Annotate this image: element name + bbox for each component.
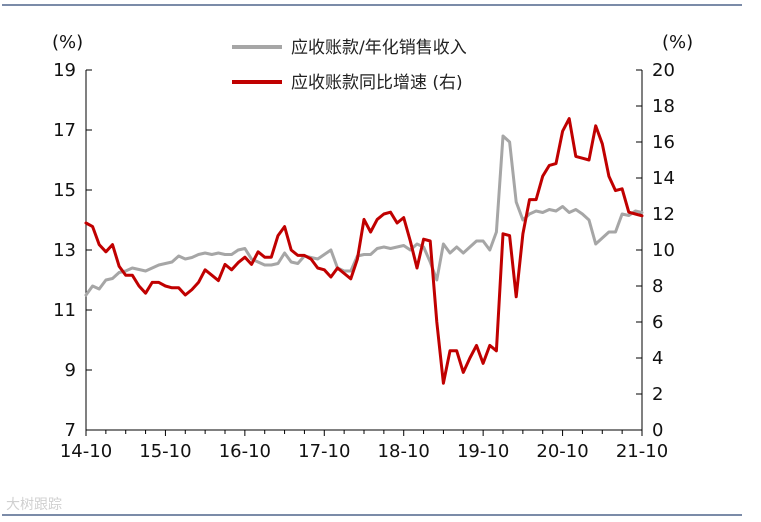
right-tick-label: 14	[652, 168, 675, 189]
legend-label-series1: 应收账款/年化销售收入	[291, 38, 467, 58]
left-tick-label: 19	[53, 60, 76, 81]
x-tick-label: 17-10	[298, 441, 350, 462]
x-tick-label: 16-10	[219, 441, 271, 462]
right-tick-label: 20	[652, 60, 675, 81]
left-tick-label: 7	[65, 420, 76, 441]
left-tick-label: 15	[53, 180, 76, 201]
watermark: 大树跟踪	[6, 497, 62, 513]
right-tick-label: 0	[652, 420, 663, 441]
left-tick-label: 13	[53, 240, 76, 261]
right-tick-label: 6	[652, 312, 663, 333]
top-divider	[2, 4, 742, 6]
axes-group: 7 9 11 13 15 17 19 0 2 4 6 8 10 12 14 16 18 20 14-10 15-10 1…	[53, 60, 675, 462]
legend-label-series2: 应收账款同比增速 (右)	[291, 73, 463, 93]
right-tick-label: 2	[652, 384, 663, 405]
right-axis-unit: (%)	[662, 32, 693, 53]
x-tick-label: 19-10	[457, 441, 509, 462]
right-tick-label: 12	[652, 204, 675, 225]
x-tick-label: 21-10	[616, 441, 668, 462]
x-tick-label: 18-10	[378, 441, 430, 462]
x-tick-label: 15-10	[139, 441, 191, 462]
right-tick-label: 8	[652, 276, 663, 297]
right-tick-label: 16	[652, 132, 675, 153]
x-tick-label: 20-10	[536, 441, 588, 462]
right-tick-label: 10	[652, 240, 675, 261]
series-line-1	[84, 134, 644, 297]
plot-group	[84, 117, 644, 385]
legend: 应收账款/年化销售收入 应收账款同比增速 (右)	[232, 38, 467, 93]
right-tick-label: 18	[652, 96, 675, 117]
left-axis-unit: (%)	[52, 32, 83, 53]
bottom-divider	[2, 514, 742, 516]
left-tick-label: 9	[65, 360, 76, 381]
right-tick-label: 4	[652, 348, 663, 369]
x-tick-label: 14-10	[60, 441, 112, 462]
series-line-2	[84, 117, 644, 385]
left-tick-label: 17	[53, 120, 76, 141]
left-tick-label: 11	[53, 300, 76, 321]
